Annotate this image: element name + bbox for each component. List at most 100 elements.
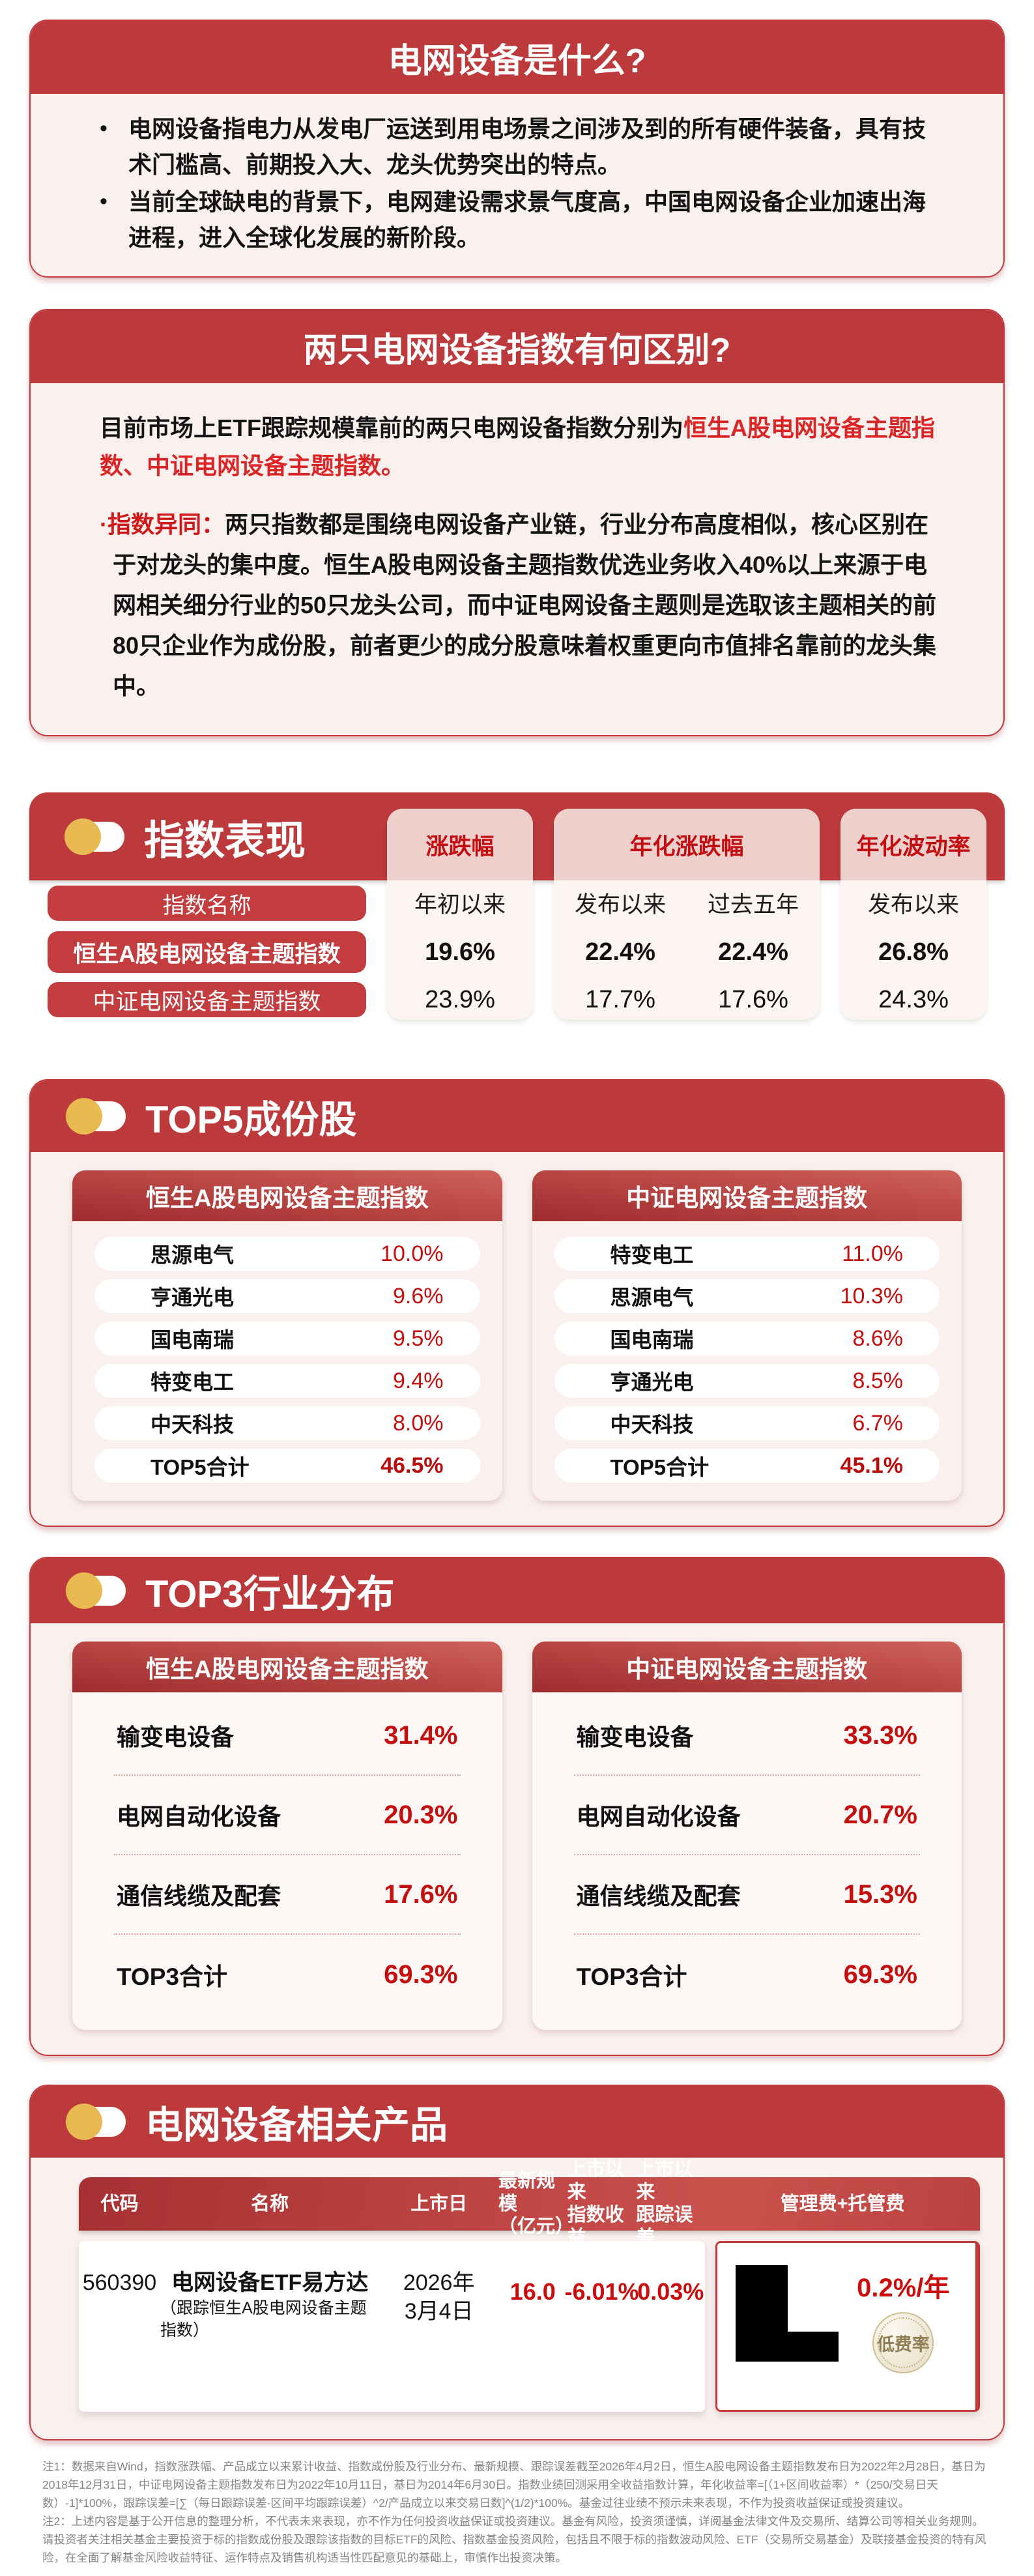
footnote-2: 注2：上述内容是基于公开信息的整理分析，不代表未来表现，亦不作为任何投资收益保证… [42, 2515, 986, 2564]
column-annualized-volatility: 年化波动率 发布以来 26.8% 24.3% [840, 809, 987, 1020]
section-what-title: 电网设备是什么? [388, 42, 646, 80]
industry-name: 通信线缆及配套 [576, 1883, 741, 1909]
industry-weight: 33.3% [843, 1720, 917, 1750]
group-header: 年化波动率 [840, 809, 987, 880]
toggle-pill-icon [65, 818, 124, 855]
col-header-scale: 最新规模 （亿元） [498, 2170, 574, 2237]
stock-row: 思源电气 10.3% [554, 1279, 940, 1313]
footnotes: 注1：数据来自Wind，指数涨跌幅、产品成立以来累计收益、指数成份股及行业分布、… [42, 2457, 992, 2576]
col-header-return: 上市以来 指数收益 [567, 2159, 624, 2248]
product-return-cell: -6.01% [565, 2268, 639, 2341]
section-diff-body: 目前市场上ETF跟踪规模靠前的两只电网设备指数分别为恒生A股电网设备主题指数、中… [31, 383, 1003, 735]
col-header-fee: 管理费+托管费 [780, 2193, 905, 2214]
total-row: TOP5合计 45.1% [554, 1449, 940, 1483]
industry-name: 通信线缆及配套 [117, 1883, 281, 1909]
industry-row: 电网自动化设备 20.3% [114, 1774, 461, 1854]
fee-value: 0.2%/年 [857, 2274, 950, 2302]
total-row: TOP3合计 69.3% [573, 1933, 920, 2014]
value-cell: 17.6% [718, 985, 788, 1013]
column-price-change: 涨跌幅 年初以来 19.6% 23.9% [386, 809, 534, 1020]
label-header-pill: 指数名称 [48, 886, 367, 921]
stock-weight: 10.0% [381, 1241, 444, 1266]
stock-row: 中天科技 6.7% [554, 1406, 940, 1440]
industry-weight: 31.4% [384, 1720, 458, 1750]
footnote-1: 注1：数据来自Wind，指数涨跌幅、产品成立以来累计收益、指数成份股及行业分布、… [42, 2460, 986, 2510]
col-header-list-date: 上市日 [410, 2193, 468, 2214]
stock-row: 国电南瑞 8.6% [554, 1322, 940, 1355]
point-label: 指数异同： [108, 511, 225, 538]
stock-name: 中天科技 [151, 1413, 235, 1436]
value-cell: 26.8% [878, 938, 949, 966]
stock-weight: 10.3% [840, 1283, 903, 1309]
top3-cards: 恒生A股电网设备主题指数 输变电设备 31.4% 电网自动化设备 20.3% 通信线… [31, 1623, 1003, 2055]
product-list-date-cell: 2026年 3月4日 [403, 2270, 475, 2324]
product-tracking-error: 0.03% [637, 2278, 704, 2305]
value-cell: 24.3% [878, 985, 949, 1013]
products-title: 电网设备相关产品 [145, 2104, 448, 2147]
section-top3-industries: TOP3行业分布 恒生A股电网设备主题指数 输变电设备 31.4% 电网自动化设备… [29, 1557, 1005, 2056]
stock-name: 中天科技 [610, 1413, 694, 1436]
total-value: 45.1% [840, 1453, 903, 1478]
value-cell: 19.6% [425, 938, 495, 966]
top5-card-hs: 恒生A股电网设备主题指数 思源电气 10.0% 亨通光电 9.6% 国电南瑞 9.5%… [72, 1170, 502, 1501]
bullet-item: • 电网设备指电力从发电厂运送到用电场景之间涉及到的所有硬件装备，具有技术门槛高… [100, 111, 943, 182]
mini-card-header: 中证电网设备主题指数 [532, 1170, 962, 1221]
group-header: 涨跌幅 [386, 809, 534, 880]
stock-row: 亨通光电 8.5% [554, 1364, 940, 1398]
top5-title: TOP5成份股 [145, 1099, 357, 1141]
industry-row: 通信线缆及配套 15.3% [573, 1854, 920, 1933]
low-fee-badge: 低费率 [872, 2312, 934, 2373]
top5-cards: 恒生A股电网设备主题指数 思源电气 10.0% 亨通光电 9.6% 国电南瑞 9.5%… [31, 1152, 1003, 1526]
sub-header: 过去五年 [708, 891, 799, 918]
product-name: 电网设备ETF易方达 [171, 2270, 369, 2295]
stock-row: 中天科技 8.0% [94, 1406, 480, 1440]
industry-weight: 20.3% [384, 1800, 458, 1829]
stock-weight: 8.0% [393, 1410, 444, 1436]
stock-weight: 11.0% [842, 1241, 903, 1266]
black-l-shape-graphic [736, 2265, 840, 2362]
header-group-left: 代码 名称 上市日 最新规模 （亿元） 上市以来 指数收益 上市以来 跟踪误差 [79, 2159, 705, 2248]
industry-name: 电网自动化设备 [576, 1803, 741, 1830]
stock-weight: 9.4% [393, 1368, 444, 1393]
total-value: 69.3% [384, 1960, 458, 1989]
value-row: 22.4% 22.4% [554, 925, 820, 979]
stock-name: 特变电工 [151, 1370, 235, 1394]
stock-weight: 9.6% [393, 1283, 444, 1309]
product-row-main: 560390 电网设备ETF易方达 （跟踪恒生A股电网设备主题指数） 2026年 3… [79, 2241, 706, 2412]
intro-prefix: 目前市场上ETF跟踪规模靠前的两只电网设备指数分别为 [100, 414, 683, 441]
product-scale: 16.0 [510, 2278, 556, 2305]
bullet-text: 当前全球缺电的背景下，电网建设需求景气度高，中国电网设备企业加速出海进程，进入全… [128, 188, 926, 251]
total-value: 46.5% [381, 1453, 444, 1478]
section-diff-header: 两只电网设备指数有何区别? [31, 310, 1003, 383]
industry-row: 输变电设备 31.4% [114, 1696, 461, 1774]
value-cell: 17.7% [585, 985, 655, 1013]
product-fee-cell: 0.2%/年 低费率 [715, 2241, 980, 2412]
index-row-label: 中证电网设备主题指数 [48, 982, 367, 1017]
total-row: TOP5合计 46.5% [94, 1449, 480, 1483]
index1-name: 恒生A股电网设备主题指数 [100, 414, 935, 479]
section-what-header: 电网设备是什么? [31, 21, 1003, 94]
mini-card-header: 中证电网设备主题指数 [532, 1642, 962, 1692]
stock-row: 国电南瑞 9.5% [94, 1322, 480, 1355]
performance-title-row: 指数表现 [65, 792, 306, 880]
stock-name: 亨通光电 [610, 1370, 694, 1394]
section-related-products: 电网设备相关产品 代码 名称 上市日 最新规模 （亿元） 上市以来 指数收益 上市以… [29, 2085, 1005, 2440]
product-code-cell: 560390 [79, 2268, 160, 2341]
point-text: 两只指数都是围绕电网设备产业链，行业分布高度相似，核心区别在于对龙头的集中度。恒… [113, 511, 937, 699]
top5-card-csi: 中证电网设备主题指数 特变电工 11.0% 思源电气 10.3% 国电南瑞 8.6% … [532, 1170, 962, 1501]
mini-card-header: 恒生A股电网设备主题指数 [72, 1170, 502, 1221]
fee-info: 0.2%/年 低费率 [857, 2265, 949, 2399]
sub-header: 发布以来 [868, 891, 960, 918]
performance-table: 指数名称 恒生A股电网设备主题指数 中证电网设备主题指数 涨跌幅 年初以来 19… [48, 809, 990, 1020]
products-header: 电网设备相关产品 [31, 2086, 1003, 2158]
toggle-pill-icon [66, 1098, 126, 1135]
stock-weight: 6.7% [852, 1410, 904, 1436]
industry-weight: 17.6% [384, 1879, 458, 1909]
mini-card-body: 思源电气 10.0% 亨通光电 9.6% 国电南瑞 9.5% 特变电工 9.4% 中天科… [72, 1221, 502, 1501]
stock-name: 国电南瑞 [151, 1328, 235, 1352]
industry-row: 电网自动化设备 20.7% [573, 1774, 920, 1854]
industry-name: 输变电设备 [576, 1724, 694, 1750]
product-row: 560390 电网设备ETF易方达 （跟踪恒生A股电网设备主题指数） 2026年 3… [79, 2241, 980, 2412]
section-top5-holdings: TOP5成份股 恒生A股电网设备主题指数 思源电气 10.0% 亨通光电 9.6% … [29, 1079, 1005, 1527]
